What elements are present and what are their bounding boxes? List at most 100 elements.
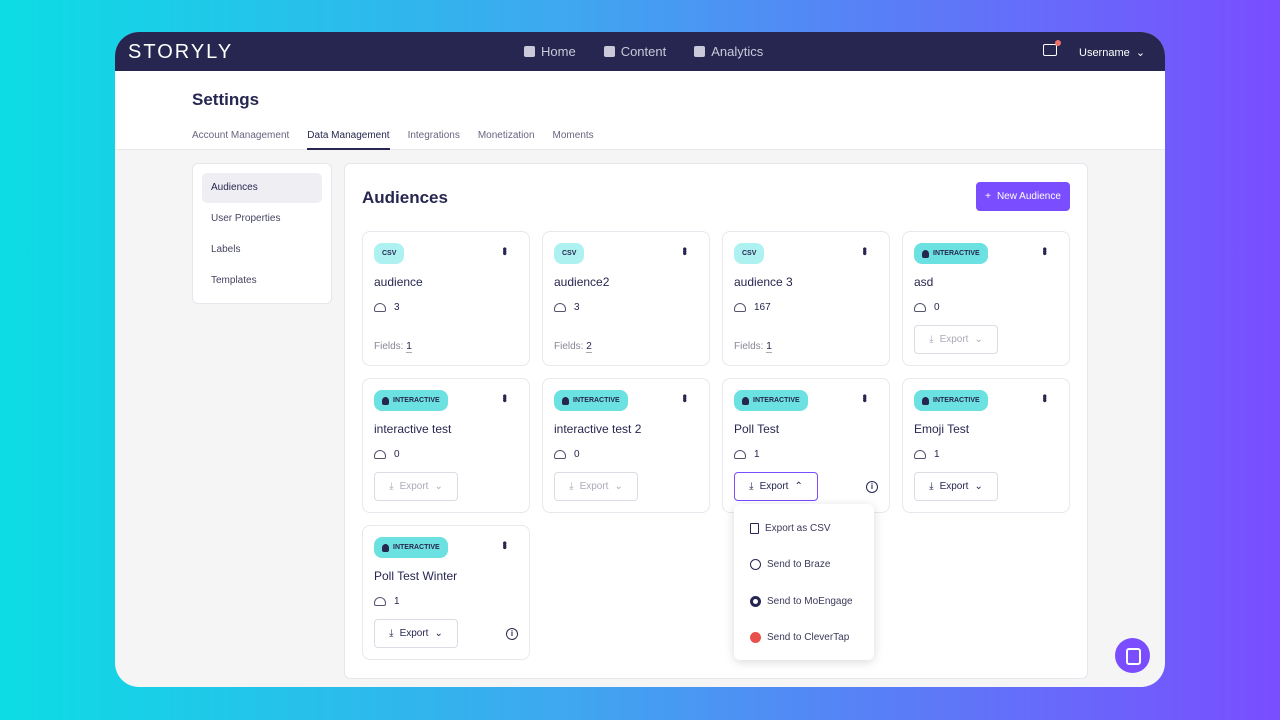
chevron-down-icon: ⌄ bbox=[974, 481, 983, 492]
tab-data-management[interactable]: Data Management bbox=[307, 130, 390, 150]
interactive-icon bbox=[742, 396, 749, 405]
type-badge: INTERACTIVE bbox=[914, 390, 988, 411]
audience-name: interactive test bbox=[374, 422, 452, 436]
audience-size: 1 bbox=[734, 449, 760, 460]
more-options-icon[interactable]: ••• bbox=[858, 247, 872, 254]
audience-name: Emoji Test bbox=[914, 422, 970, 436]
tab-account-management[interactable]: Account Management bbox=[192, 130, 290, 141]
inbox-icon[interactable] bbox=[1043, 40, 1061, 56]
users-icon bbox=[374, 597, 386, 606]
chat-support-button[interactable] bbox=[1115, 638, 1150, 673]
type-badge: INTERACTIVE bbox=[374, 537, 448, 558]
audience-card[interactable]: CSV ••• audience 3 Fields: 1 bbox=[362, 231, 530, 366]
audience-name: Poll Test Winter bbox=[374, 569, 458, 583]
download-icon: ⤓ bbox=[389, 628, 394, 639]
more-options-icon[interactable]: ••• bbox=[678, 394, 692, 401]
chevron-down-icon: ⌄ bbox=[974, 334, 983, 345]
audience-card[interactable]: INTERACTIVE ••• Poll Test Winter 1 ⤓ Expor… bbox=[362, 525, 530, 660]
tab-integrations[interactable]: Integrations bbox=[407, 130, 460, 141]
audience-size: 3 bbox=[374, 302, 400, 313]
type-badge: CSV bbox=[554, 243, 585, 264]
file-icon bbox=[750, 522, 759, 534]
more-options-icon[interactable]: ••• bbox=[498, 394, 512, 401]
audience-name: asd bbox=[914, 275, 934, 289]
chevron-down-icon: ⌄ bbox=[434, 628, 443, 639]
sidebar-item-labels[interactable]: Labels bbox=[211, 244, 241, 255]
audience-name: Poll Test bbox=[734, 422, 780, 436]
fields-count: Fields: 1 bbox=[734, 341, 772, 353]
users-icon bbox=[554, 303, 566, 312]
menu-item-send-braze[interactable]: Send to Braze bbox=[734, 547, 874, 584]
info-icon[interactable]: i bbox=[866, 481, 878, 493]
info-icon[interactable]: i bbox=[506, 628, 518, 640]
audience-card[interactable]: CSV ••• audience2 3 Fields: 2 bbox=[542, 231, 710, 366]
new-audience-button[interactable]: + New Audience bbox=[976, 182, 1070, 211]
nav-analytics[interactable]: Analytics bbox=[694, 44, 763, 59]
more-options-icon[interactable]: ••• bbox=[498, 541, 512, 548]
more-options-icon[interactable]: ••• bbox=[1038, 247, 1052, 254]
clevertap-icon bbox=[750, 632, 761, 644]
moengage-icon bbox=[750, 595, 761, 607]
audience-card[interactable]: INTERACTIVE ••• interactive test 2 0 ⤓ Exp… bbox=[542, 378, 710, 513]
audience-card[interactable]: CSV ••• audience 3 167 Fields: 1 bbox=[722, 231, 890, 366]
audience-card[interactable]: INTERACTIVE ••• Poll Test 1 ⤓ Export ⌃ i bbox=[722, 378, 890, 513]
tab-monetization[interactable]: Monetization bbox=[477, 130, 535, 141]
audience-size: 0 bbox=[914, 302, 940, 313]
audience-card[interactable]: INTERACTIVE ••• asd 0 ⤓ Export ⌄ bbox=[902, 231, 1070, 366]
interactive-icon bbox=[922, 396, 929, 405]
more-options-icon[interactable]: ••• bbox=[858, 394, 872, 401]
export-button[interactable]: ⤓ Export ⌄ bbox=[554, 472, 638, 501]
export-button[interactable]: ⤓ Export ⌄ bbox=[374, 472, 458, 501]
content-icon bbox=[603, 46, 615, 57]
page-title: Settings bbox=[192, 90, 260, 109]
audience-name: audience 3 bbox=[734, 275, 793, 289]
audience-size: 167 bbox=[734, 302, 771, 313]
interactive-icon bbox=[562, 396, 569, 405]
section-title: Audiences bbox=[362, 188, 448, 207]
users-icon bbox=[374, 450, 386, 459]
type-badge: INTERACTIVE bbox=[374, 390, 448, 411]
users-icon bbox=[914, 450, 926, 459]
users-icon bbox=[554, 450, 566, 459]
storyly-logo[interactable]: STORYLY bbox=[128, 41, 234, 63]
more-options-icon[interactable]: ••• bbox=[678, 247, 692, 254]
plus-icon: + bbox=[985, 191, 991, 202]
fields-count: Fields: 1 bbox=[374, 341, 412, 353]
tab-moments[interactable]: Moments bbox=[552, 130, 594, 141]
download-icon: ⤓ bbox=[929, 334, 934, 345]
audience-card[interactable]: INTERACTIVE ••• interactive test 0 ⤓ Expor… bbox=[362, 378, 530, 513]
more-options-icon[interactable]: ••• bbox=[1038, 394, 1052, 401]
settings-sidebar: Audiences User Properties Labels Templat… bbox=[192, 163, 332, 304]
users-icon bbox=[734, 303, 746, 312]
audience-size: 0 bbox=[554, 449, 580, 460]
more-options-icon[interactable]: ••• bbox=[498, 247, 512, 254]
nav-home[interactable]: Home bbox=[524, 44, 576, 59]
chevron-up-icon: ⌃ bbox=[794, 481, 803, 492]
braze-icon bbox=[750, 559, 761, 571]
sidebar-item-audiences[interactable]: Audiences bbox=[202, 173, 322, 203]
export-button[interactable]: ⤓ Export ⌄ bbox=[914, 325, 998, 354]
menu-item-export-csv[interactable]: Export as CSV bbox=[734, 510, 874, 547]
audience-size: 1 bbox=[914, 449, 940, 460]
menu-item-send-moengage[interactable]: Send to MoEngage bbox=[734, 583, 874, 620]
export-button[interactable]: ⤓ Export ⌄ bbox=[374, 619, 458, 648]
sidebar-item-templates[interactable]: Templates bbox=[211, 275, 257, 286]
interactive-icon bbox=[382, 543, 389, 552]
interactive-icon bbox=[382, 396, 389, 405]
interactive-icon bbox=[922, 249, 929, 258]
audience-card[interactable]: INTERACTIVE ••• Emoji Test 1 ⤓ Export ⌄ bbox=[902, 378, 1070, 513]
export-dropdown-menu: Export as CSV Send to Braze Send to MoEn… bbox=[734, 504, 874, 660]
type-badge: CSV bbox=[374, 243, 405, 264]
download-icon: ⤓ bbox=[569, 481, 574, 492]
audience-size: 1 bbox=[374, 596, 400, 607]
sidebar-item-user-properties[interactable]: User Properties bbox=[211, 213, 281, 224]
type-badge: INTERACTIVE bbox=[914, 243, 988, 264]
audience-size: 0 bbox=[374, 449, 400, 460]
export-button[interactable]: ⤓ Export ⌄ bbox=[914, 472, 998, 501]
export-button[interactable]: ⤓ Export ⌃ bbox=[734, 472, 818, 501]
user-menu[interactable]: Username ⌄ bbox=[1079, 47, 1146, 59]
analytics-icon bbox=[694, 46, 706, 57]
type-badge: CSV bbox=[734, 243, 765, 264]
nav-content[interactable]: Content bbox=[603, 44, 666, 59]
menu-item-send-clevertap[interactable]: Send to CleverTap bbox=[734, 620, 874, 657]
